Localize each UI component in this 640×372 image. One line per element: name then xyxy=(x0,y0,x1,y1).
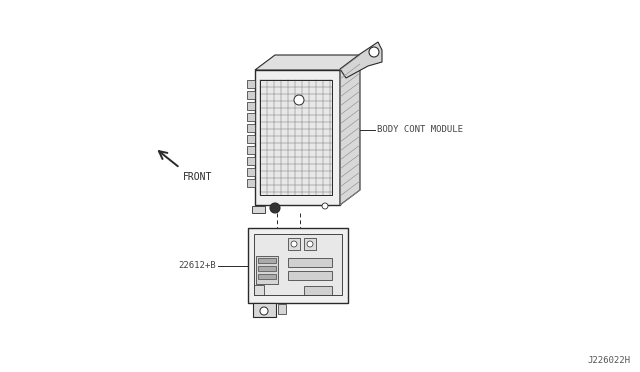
Bar xyxy=(304,238,316,250)
Polygon shape xyxy=(247,124,255,132)
Bar xyxy=(258,274,276,279)
Polygon shape xyxy=(247,135,255,143)
Circle shape xyxy=(260,307,268,315)
Bar xyxy=(260,80,332,195)
Bar xyxy=(288,238,300,250)
Bar xyxy=(254,234,342,295)
Bar xyxy=(260,80,332,195)
Circle shape xyxy=(322,203,328,209)
Polygon shape xyxy=(340,55,360,205)
Polygon shape xyxy=(340,42,382,78)
Circle shape xyxy=(369,47,379,57)
Circle shape xyxy=(270,203,280,213)
Polygon shape xyxy=(247,146,255,154)
Bar xyxy=(255,70,340,205)
Polygon shape xyxy=(253,303,276,317)
Text: J226022H: J226022H xyxy=(587,356,630,365)
Circle shape xyxy=(307,241,313,247)
Polygon shape xyxy=(247,168,255,176)
Polygon shape xyxy=(255,55,360,70)
Bar xyxy=(258,266,276,271)
Bar xyxy=(256,256,278,284)
Bar xyxy=(278,304,286,314)
Circle shape xyxy=(294,95,304,105)
Circle shape xyxy=(291,241,297,247)
Polygon shape xyxy=(247,157,255,165)
Polygon shape xyxy=(247,91,255,99)
Polygon shape xyxy=(247,113,255,121)
Text: BODY CONT MODULE: BODY CONT MODULE xyxy=(377,125,463,135)
Text: 22612+B: 22612+B xyxy=(179,262,216,270)
Bar xyxy=(288,258,332,267)
Polygon shape xyxy=(247,80,255,88)
Text: FRONT: FRONT xyxy=(183,172,212,182)
Bar xyxy=(254,285,264,295)
Bar xyxy=(304,286,332,295)
Polygon shape xyxy=(252,206,265,213)
Polygon shape xyxy=(247,102,255,110)
Bar xyxy=(288,271,332,280)
Bar xyxy=(258,258,276,263)
Polygon shape xyxy=(247,179,255,187)
Bar xyxy=(248,228,348,303)
